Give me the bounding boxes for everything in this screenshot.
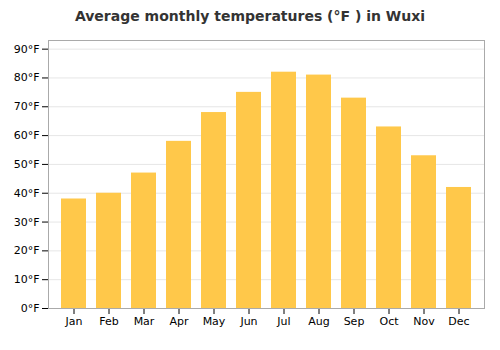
svg-text:Dec: Dec: [448, 315, 469, 328]
svg-text:70°F: 70°F: [14, 100, 40, 113]
svg-text:May: May: [203, 315, 226, 328]
svg-text:80°F: 80°F: [14, 71, 40, 84]
svg-text:50°F: 50°F: [14, 158, 40, 171]
svg-text:Aug: Aug: [308, 315, 329, 328]
svg-text:Oct: Oct: [379, 315, 399, 328]
html-text:Average monthly temperatures (: Average monthly temperatures (°F ) in Wu…: [74, 8, 426, 24]
svg-text:10°F: 10°F: [14, 273, 40, 286]
svg-text:Apr: Apr: [169, 315, 189, 328]
svg-text:Nov: Nov: [413, 315, 435, 328]
svg-text:Jul: Jul: [276, 315, 290, 328]
svg-text:60°F: 60°F: [14, 129, 40, 142]
svg-text:30°F: 30°F: [14, 216, 40, 229]
svg-text:Sep: Sep: [344, 315, 365, 328]
svg-text:40°F: 40°F: [14, 187, 40, 200]
svg-text:Mar: Mar: [134, 315, 155, 328]
svg-text:Feb: Feb: [99, 315, 118, 328]
svg-text:Jan: Jan: [65, 315, 83, 328]
svg-text:0°F: 0°F: [21, 302, 40, 315]
svg-text:Jun: Jun: [239, 315, 257, 328]
svg-text:20°F: 20°F: [14, 244, 40, 257]
svg-text:90°F: 90°F: [14, 43, 40, 56]
